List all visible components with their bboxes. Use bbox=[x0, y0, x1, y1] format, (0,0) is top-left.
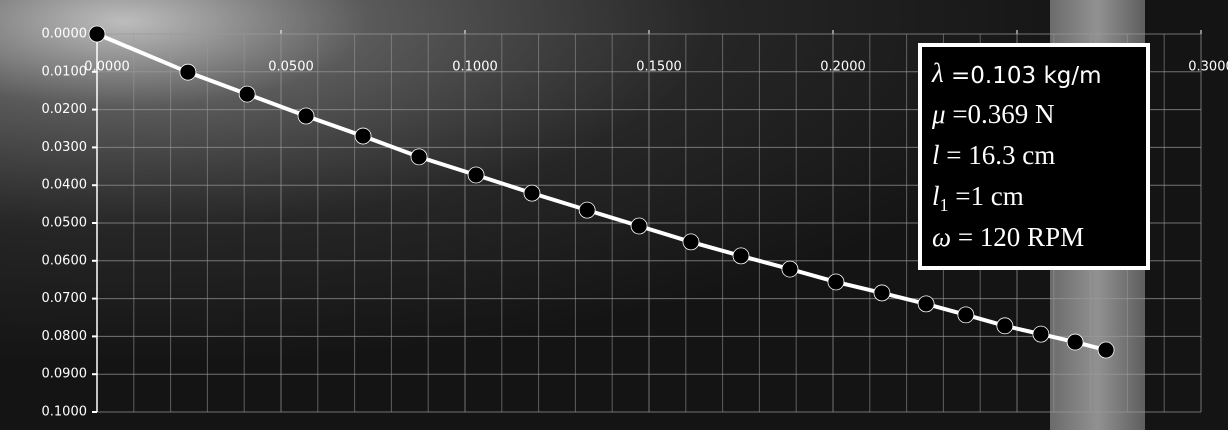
annotation-text: = 16.3 cm bbox=[940, 140, 1056, 170]
data-point bbox=[297, 107, 315, 125]
data-point bbox=[410, 148, 428, 166]
annotation: l1 =1 cm bbox=[932, 181, 1024, 215]
annotation-symbol: λ bbox=[931, 58, 944, 88]
data-point bbox=[523, 184, 541, 202]
data-point bbox=[873, 284, 891, 302]
y-tick-label: 0.0700 bbox=[42, 291, 88, 306]
annotation: l = 16.3 cm bbox=[932, 140, 1055, 170]
data-point bbox=[732, 247, 750, 265]
annotation-symbol: l bbox=[932, 140, 940, 170]
y-tick-label: 0.0200 bbox=[42, 102, 88, 117]
annotation-text: = 120 RPM bbox=[951, 222, 1084, 252]
data-point bbox=[957, 306, 975, 324]
y-tick-label: 0.0900 bbox=[42, 367, 88, 382]
y-tick-label: 0.0400 bbox=[42, 178, 88, 193]
annotation-text: =1 cm bbox=[949, 181, 1024, 211]
data-point bbox=[917, 295, 935, 313]
data-point bbox=[682, 233, 700, 251]
annotation-subscript: 1 bbox=[940, 195, 949, 215]
annotation-symbol: ω bbox=[932, 222, 951, 252]
annotation-symbol: l bbox=[932, 181, 940, 211]
data-point bbox=[996, 317, 1014, 335]
x-tick-label: 0.1000 bbox=[452, 60, 498, 75]
x-tick-label: 0.0500 bbox=[268, 60, 314, 75]
y-tick-label: 0.0300 bbox=[42, 140, 88, 155]
data-point bbox=[88, 25, 106, 43]
data-point bbox=[1097, 341, 1115, 359]
data-point bbox=[179, 63, 197, 81]
x-tick-label: 0.2000 bbox=[820, 60, 866, 75]
data-point bbox=[354, 127, 372, 145]
data-point bbox=[630, 217, 648, 235]
data-point bbox=[467, 166, 485, 184]
annotation-text: =0.103 kg/m bbox=[944, 63, 1102, 89]
y-tick-label: 0.0600 bbox=[42, 253, 88, 268]
annotation: ω = 120 RPM bbox=[932, 222, 1084, 252]
x-tick-label: 0.0000 bbox=[84, 60, 130, 75]
y-tick-label: 0.1000 bbox=[42, 405, 88, 420]
annotation-symbol: μ bbox=[931, 99, 946, 129]
data-point bbox=[1066, 333, 1084, 351]
annotation: μ =0.369 N bbox=[931, 99, 1055, 129]
y-tick-label: 0.0100 bbox=[42, 64, 88, 79]
annotation-frame bbox=[918, 43, 1150, 270]
data-point bbox=[238, 85, 256, 103]
data-point bbox=[1032, 325, 1050, 343]
y-tick-label: 0.0500 bbox=[42, 216, 88, 231]
annotation: λ =0.103 kg/m bbox=[931, 58, 1102, 88]
annotation-text: =0.369 N bbox=[946, 99, 1055, 129]
y-tick-label: 0.0800 bbox=[42, 329, 88, 344]
data-point bbox=[578, 201, 596, 219]
data-point bbox=[781, 260, 799, 278]
x-tick-label: 0.1500 bbox=[636, 60, 682, 75]
data-point bbox=[827, 273, 845, 291]
y-tick-label: 0.0000 bbox=[42, 27, 88, 42]
